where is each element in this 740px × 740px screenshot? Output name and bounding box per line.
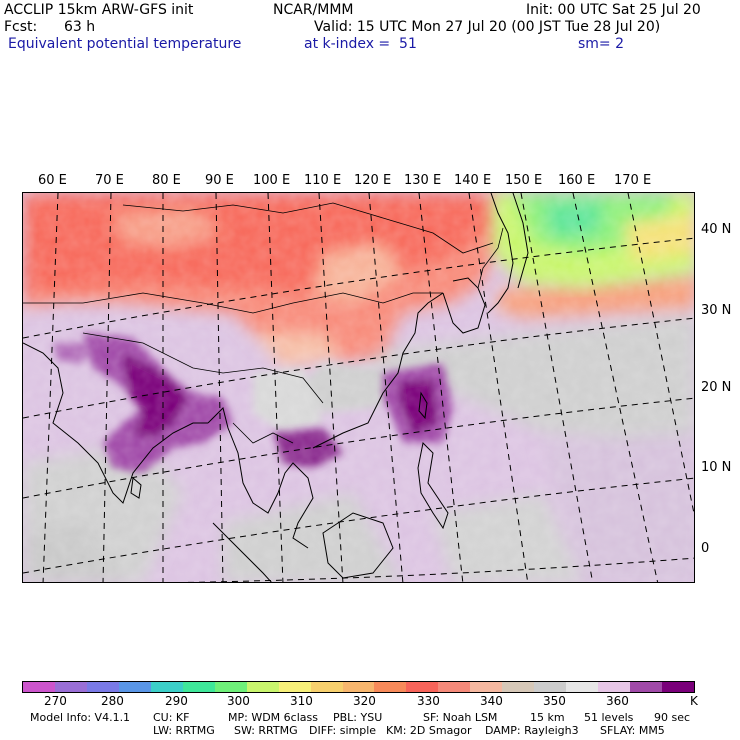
colorbar-swatch xyxy=(406,682,439,692)
colorbar-swatch xyxy=(278,682,311,692)
valid-time: Valid: 15 UTC Mon 27 Jul 20 (00 JST Tue … xyxy=(314,19,661,35)
colorbar-tick: 270 xyxy=(44,694,67,708)
footer-diff: DIFF: simple xyxy=(309,724,377,737)
footer-resolution: 15 km xyxy=(530,711,565,724)
lat-label: 10 N xyxy=(701,460,732,475)
colorbar-tick: 310 xyxy=(290,694,313,708)
footer-sflay: SFLAY: MM5 xyxy=(600,724,665,737)
init-time: Init: 00 UTC Sat 25 Jul 20 xyxy=(526,2,701,18)
colorbar-tick: 360 xyxy=(606,694,629,708)
colorbar-tick: 320 xyxy=(353,694,376,708)
lon-label: 80 E xyxy=(152,173,181,188)
colorbar-tick: 280 xyxy=(101,694,124,708)
colorbar-swatch xyxy=(182,682,215,692)
footer-lw: LW: RRTMG xyxy=(153,724,215,737)
colorbar-swatch xyxy=(118,682,151,692)
lat-label: 40 N xyxy=(701,222,732,237)
colorbar-tick: 300 xyxy=(227,694,250,708)
colorbar-unit: K xyxy=(690,694,698,708)
lat-label: 0 xyxy=(701,541,710,556)
lat-label: 20 N xyxy=(701,380,732,395)
lon-label: 100 E xyxy=(253,173,291,188)
footer-sw: SW: RRTMG xyxy=(234,724,298,737)
lon-label: 150 E xyxy=(505,173,543,188)
colorbar-swatch xyxy=(342,682,375,692)
colorbar-tick: 290 xyxy=(165,694,188,708)
footer-cu: CU: KF xyxy=(153,711,190,724)
lon-label: 120 E xyxy=(354,173,392,188)
colorbar-swatch xyxy=(502,682,535,692)
lon-label: 170 E xyxy=(614,173,652,188)
colorbar-swatch xyxy=(374,682,407,692)
footer-levels: 51 levels xyxy=(584,711,634,724)
colorbar-swatch xyxy=(598,682,631,692)
lon-label: 60 E xyxy=(38,173,67,188)
colorbar-swatch xyxy=(86,682,119,692)
footer-sf: SF: Noah LSM xyxy=(423,711,498,724)
lon-label: 140 E xyxy=(454,173,492,188)
colorbar-swatch xyxy=(214,682,247,692)
colorbar-swatch xyxy=(566,682,599,692)
colorbar-swatch xyxy=(246,682,279,692)
colorbar-swatch xyxy=(438,682,471,692)
lon-label: 110 E xyxy=(304,173,342,188)
smoothing-label: sm= 2 xyxy=(578,36,625,52)
lat-label: 30 N xyxy=(701,303,732,318)
model-title: ACCLIP 15km ARW-GFS init xyxy=(4,2,194,18)
fcst-value: 63 h xyxy=(64,19,96,35)
footer-damp: DAMP: Rayleigh3 xyxy=(485,724,579,737)
footer-pbl: PBL: YSU xyxy=(333,711,383,724)
colorbar xyxy=(22,681,695,693)
colorbar-swatch xyxy=(54,682,87,692)
colorbar-swatch xyxy=(534,682,567,692)
lon-label: 70 E xyxy=(95,173,124,188)
footer-model-info: Model Info: V4.1.1 xyxy=(30,711,131,724)
footer-km: KM: 2D Smagor xyxy=(386,724,472,737)
field-name: Equivalent potential temperature xyxy=(8,36,242,52)
footer-timestep: 90 sec xyxy=(654,711,691,724)
colorbar-swatch xyxy=(470,682,503,692)
colorbar-tick: 340 xyxy=(480,694,503,708)
colorbar-swatch xyxy=(630,682,663,692)
colorbar-tick: 330 xyxy=(417,694,440,708)
level-label: at k-index = 51 xyxy=(304,36,417,52)
fcst-label: Fcst: xyxy=(4,19,38,35)
theta-e-map xyxy=(22,192,695,583)
lon-label: 130 E xyxy=(404,173,442,188)
colorbar-swatch xyxy=(150,682,183,692)
center-label: NCAR/MMM xyxy=(273,2,354,18)
footer-mp: MP: WDM 6class xyxy=(228,711,318,724)
colorbar-swatch xyxy=(23,682,55,692)
lon-label: 90 E xyxy=(205,173,234,188)
colorbar-swatch xyxy=(662,682,695,692)
lon-label: 160 E xyxy=(558,173,596,188)
colorbar-tick: 350 xyxy=(543,694,566,708)
colorbar-swatch xyxy=(310,682,343,692)
